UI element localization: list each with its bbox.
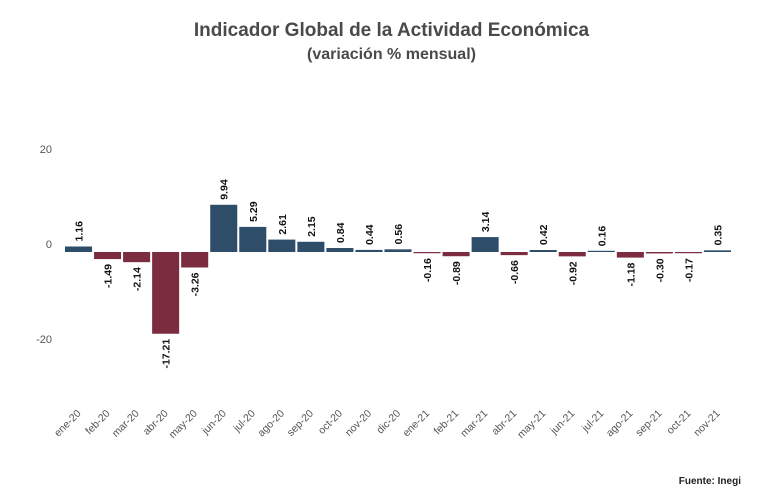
data-label-ago-20: 2.61 (277, 214, 289, 235)
data-label-ene-20: 1.16 (74, 221, 86, 242)
bar-ago-21 (616, 252, 644, 258)
data-label-jul-20: 5.29 (248, 201, 260, 222)
x-tick-label: may-20 (167, 408, 200, 441)
x-tick-label: sep-20 (285, 408, 316, 439)
bar-abr-21 (500, 252, 528, 256)
x-tick-label: oct-21 (664, 408, 693, 437)
bar-jul-20 (239, 226, 267, 252)
x-tick-label: sep-21 (633, 408, 664, 439)
bar-may-20 (181, 252, 209, 268)
bar-oct-20 (326, 248, 354, 252)
bar-ene-20 (65, 246, 93, 252)
bar-nov-21 (703, 250, 731, 252)
x-tick-label: ene-21 (401, 408, 433, 440)
data-label-nov-21: 0.35 (712, 225, 724, 246)
chart-subtitle: (variación % mensual) (307, 46, 476, 63)
bar-ene-21 (413, 252, 441, 254)
data-label-oct-21: -0.17 (683, 258, 695, 282)
data-label-sep-21: -0.30 (654, 258, 666, 282)
bar-ago-20 (268, 239, 296, 252)
y-tick-label: 20 (40, 144, 52, 156)
x-tick-label: mar-21 (458, 408, 490, 440)
data-label-jul-21: 0.16 (596, 226, 608, 247)
bar-may-21 (529, 250, 557, 252)
y-tick-label: -20 (36, 334, 52, 346)
bar-feb-20 (94, 252, 122, 260)
bar-dic-20 (384, 249, 412, 252)
x-tick-label: feb-21 (432, 408, 462, 438)
chart-title: Indicador Global de la Actividad Económi… (193, 20, 590, 41)
data-label-mar-21: 3.14 (480, 211, 492, 232)
data-label-dic-20: 0.56 (393, 224, 405, 245)
x-tick-label: oct-20 (316, 408, 345, 437)
data-label-jun-21: -0.92 (567, 261, 579, 285)
data-label-sep-20: 2.15 (306, 216, 318, 237)
x-tick-label: jul-21 (579, 408, 606, 435)
data-label-mar-20: -2.14 (132, 267, 144, 291)
x-tick-label: dic-20 (374, 408, 403, 437)
data-label-may-21: 0.42 (538, 224, 550, 245)
x-tick-label: nov-21 (691, 408, 722, 439)
data-label-oct-20: 0.84 (335, 222, 347, 243)
x-tick-label: ago-21 (604, 408, 636, 440)
bar-sep-20 (297, 241, 325, 252)
bar-abr-20 (152, 252, 180, 334)
bar-feb-21 (442, 252, 470, 257)
bar-mar-21 (471, 237, 499, 253)
bar-jul-21 (587, 250, 615, 252)
x-tick-label: mar-20 (110, 408, 142, 440)
y-tick-label: 0 (46, 239, 52, 251)
x-tick-label: jun-20 (199, 408, 229, 438)
data-label-nov-20: 0.44 (364, 224, 376, 245)
data-label-abr-21: -0.66 (509, 260, 521, 284)
data-label-may-20: -3.26 (190, 272, 202, 296)
data-label-jun-20: 9.94 (219, 179, 231, 200)
x-tick-label: feb-20 (83, 408, 113, 438)
bar-jun-20 (210, 204, 238, 252)
data-label-abr-20: -17.21 (161, 339, 173, 369)
bar-oct-21 (674, 252, 702, 254)
x-tick-label: jul-20 (231, 408, 258, 435)
bar-mar-20 (123, 252, 151, 263)
x-tick-label: ene-20 (52, 408, 84, 440)
bar-nov-20 (355, 249, 383, 252)
source-note: Fuente: Inegi (678, 476, 741, 487)
x-tick-label: jun-21 (548, 408, 578, 438)
x-tick-label: may-21 (515, 408, 548, 441)
x-tick-label: ago-20 (255, 408, 287, 440)
bar-jun-21 (558, 252, 586, 257)
x-tick-label: nov-20 (343, 408, 374, 439)
data-label-ene-21: -0.16 (422, 258, 434, 282)
data-label-ago-21: -1.18 (625, 262, 637, 286)
bar-sep-21 (645, 252, 673, 254)
data-label-feb-21: -0.89 (451, 261, 463, 285)
data-label-feb-20: -1.49 (103, 264, 115, 288)
